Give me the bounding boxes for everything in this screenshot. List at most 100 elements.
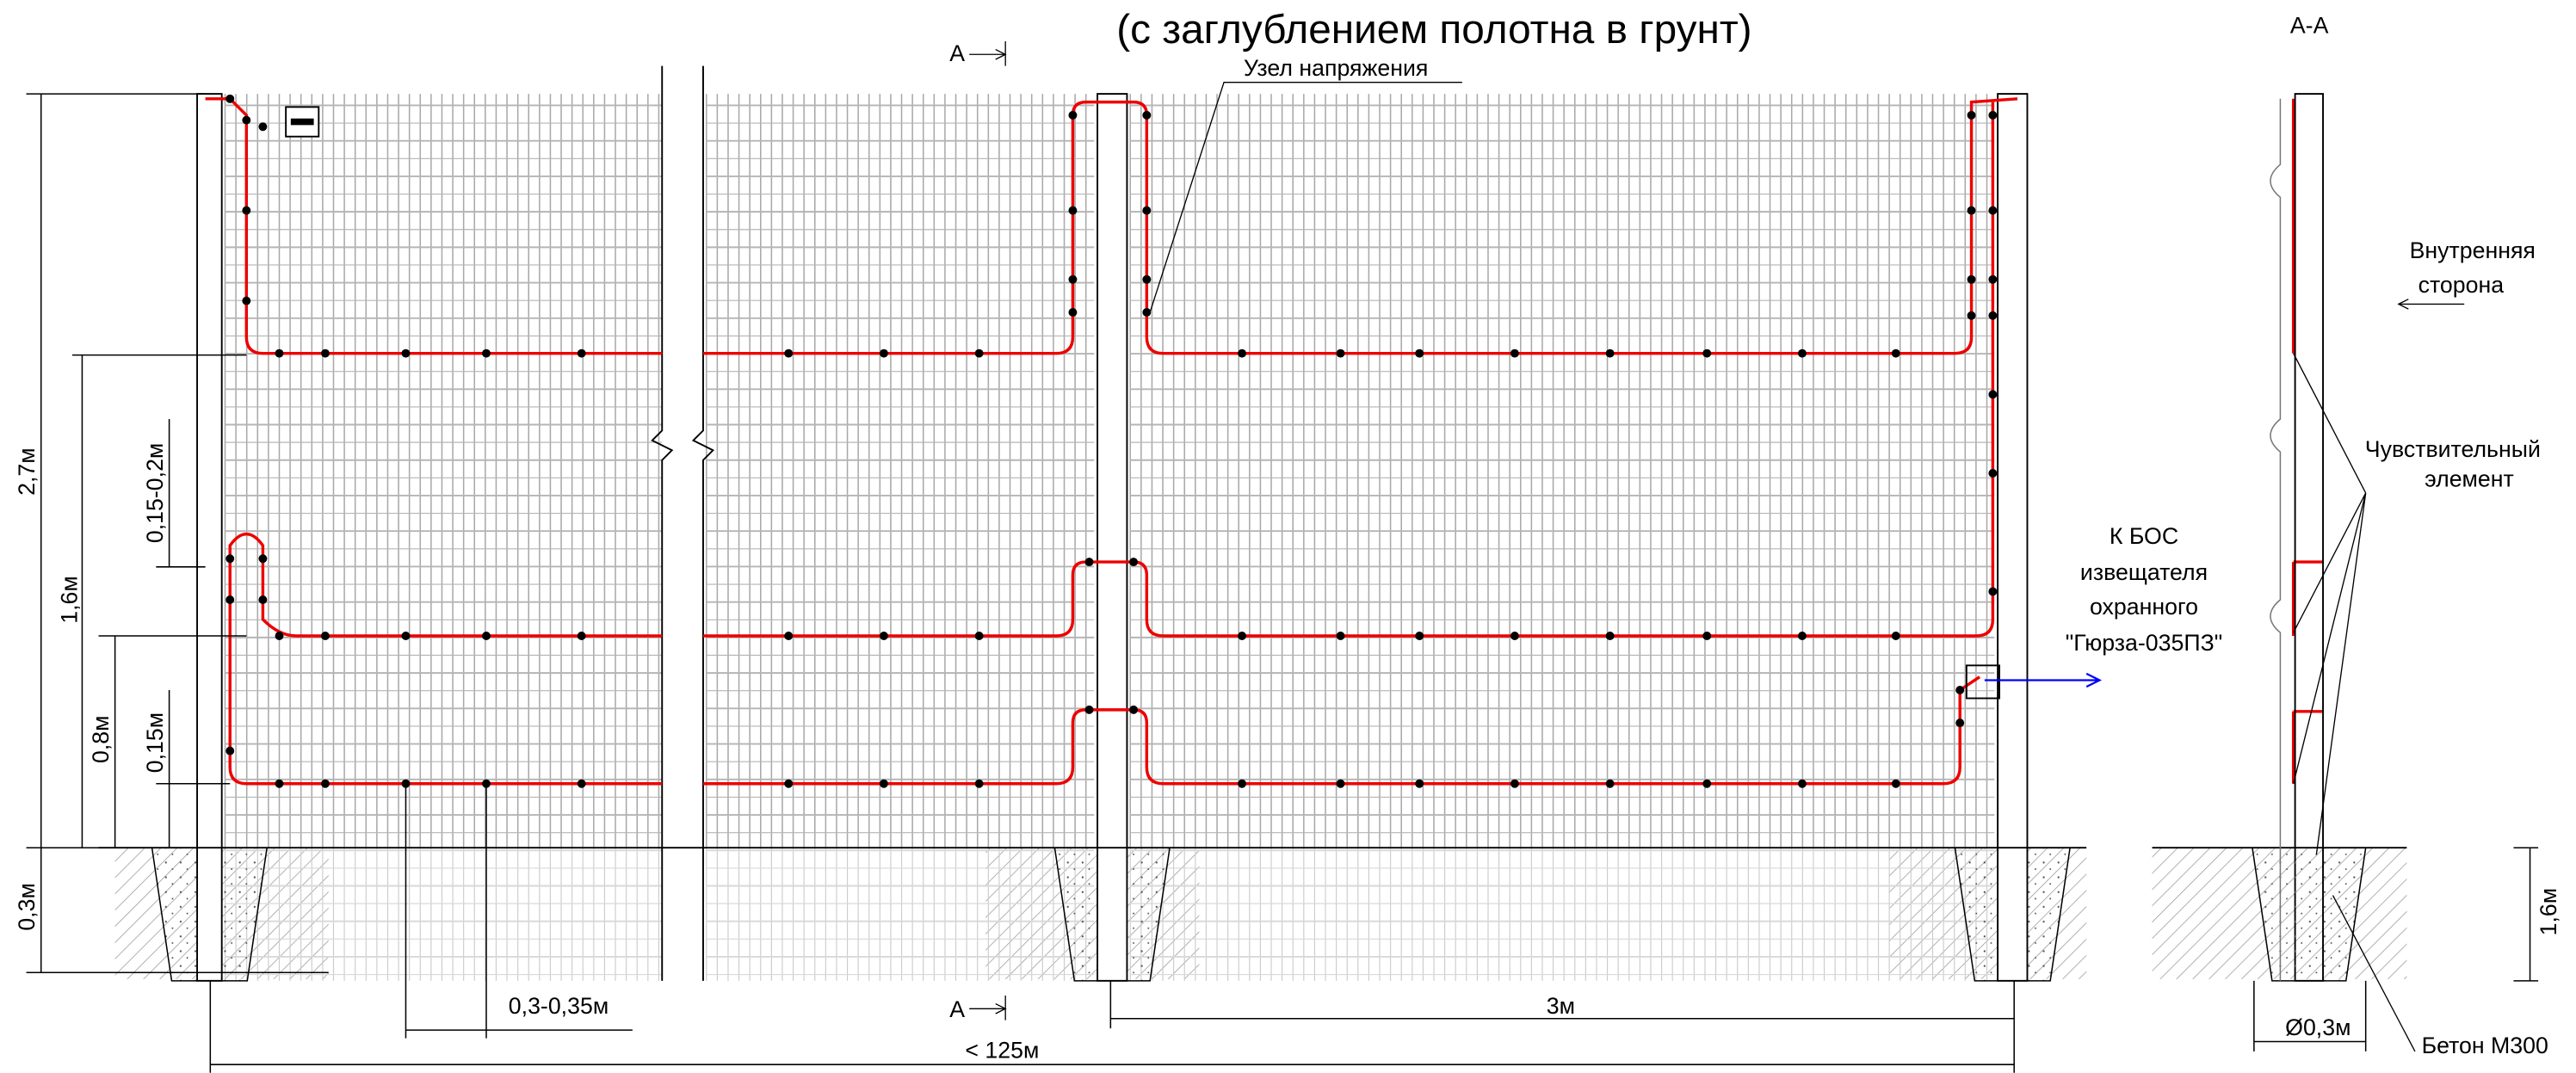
label: "Гюрза-035ПЗ" <box>2066 630 2222 656</box>
node <box>1988 274 1998 284</box>
leader <box>2332 895 2416 1052</box>
node <box>1605 779 1615 788</box>
box <box>290 118 314 126</box>
leader <box>969 996 1007 1021</box>
dimension: 2,7м <box>14 447 40 496</box>
node <box>1142 206 1152 215</box>
node <box>1605 632 1615 640</box>
node <box>275 348 284 358</box>
dimension-line <box>209 980 2015 1073</box>
node <box>1084 705 1094 714</box>
node <box>1142 110 1152 120</box>
dimension-line <box>156 419 231 848</box>
node <box>1415 779 1424 788</box>
node <box>784 779 794 788</box>
sensing-wire <box>702 97 2018 355</box>
leader <box>1149 82 1462 313</box>
label: сторона <box>2418 272 2505 298</box>
dimension: < 125м <box>965 1038 1039 1064</box>
node <box>225 94 235 103</box>
node <box>242 296 251 305</box>
node <box>320 632 330 640</box>
dimension-line <box>405 783 633 1039</box>
dimension-line <box>2513 847 2539 982</box>
label: Чувствительный <box>2365 436 2541 462</box>
node <box>1967 274 1976 284</box>
node <box>1084 558 1094 567</box>
label: охранного <box>2090 594 2198 620</box>
node <box>401 632 411 640</box>
node <box>1955 686 1965 694</box>
node <box>974 779 984 788</box>
node <box>1238 348 1247 358</box>
label: Бетон М300 <box>2422 1033 2548 1058</box>
post <box>196 93 223 982</box>
node <box>1891 632 1900 640</box>
node <box>1238 632 1247 640</box>
node <box>1988 469 1998 478</box>
node <box>1142 307 1152 317</box>
node <box>1510 632 1519 640</box>
dimension: 3м <box>1547 993 1575 1019</box>
node <box>1988 206 1998 215</box>
node <box>1336 779 1345 788</box>
node <box>1797 779 1807 788</box>
node <box>974 348 984 358</box>
node <box>1702 632 1712 640</box>
node <box>1891 779 1900 788</box>
dimension-line <box>1109 980 2015 1029</box>
label: извещателя <box>2080 559 2208 585</box>
label: Узел напряжения <box>1244 55 1428 81</box>
node <box>1336 348 1345 358</box>
node <box>320 779 330 788</box>
dimension-line <box>71 354 247 848</box>
leader <box>2293 353 2367 854</box>
arrow <box>1984 672 2103 688</box>
section-mark: А <box>949 996 965 1022</box>
node <box>1415 348 1424 358</box>
node <box>258 595 268 604</box>
node <box>1891 348 1900 358</box>
dimension-line <box>26 93 329 974</box>
box <box>1965 664 2000 700</box>
node <box>1988 311 1998 320</box>
node <box>1797 348 1807 358</box>
node <box>1988 390 1998 399</box>
node <box>275 632 284 640</box>
dimension: 1,6м <box>57 576 83 624</box>
node <box>401 348 411 358</box>
title: (с заглублением полотна в грунт) <box>1116 7 1751 52</box>
node <box>974 632 984 640</box>
break-line <box>651 65 715 981</box>
node <box>577 779 586 788</box>
label: К БОС <box>2110 523 2178 549</box>
sensing-wire <box>205 97 663 355</box>
label: Внутренняя <box>2410 237 2536 263</box>
node <box>1955 718 1965 728</box>
sensing-wire <box>702 675 1981 786</box>
node <box>879 348 888 358</box>
dimension: 1,6м <box>2536 888 2561 936</box>
node <box>258 554 268 564</box>
node <box>482 348 491 358</box>
post <box>1096 93 1128 982</box>
node <box>577 348 586 358</box>
dimension: 0,15м <box>142 712 168 773</box>
node <box>1967 110 1976 120</box>
node <box>1129 705 1139 714</box>
node <box>1415 632 1424 640</box>
layout <box>26 40 2539 1073</box>
node <box>1797 632 1807 640</box>
node <box>1605 348 1615 358</box>
node <box>258 122 268 132</box>
node <box>225 746 235 755</box>
node <box>482 632 491 640</box>
foundation <box>2252 847 2367 982</box>
leader <box>2397 299 2465 310</box>
node <box>320 348 330 358</box>
node <box>242 206 251 215</box>
node <box>1068 274 1078 284</box>
node <box>1967 206 1976 215</box>
node <box>577 632 586 640</box>
